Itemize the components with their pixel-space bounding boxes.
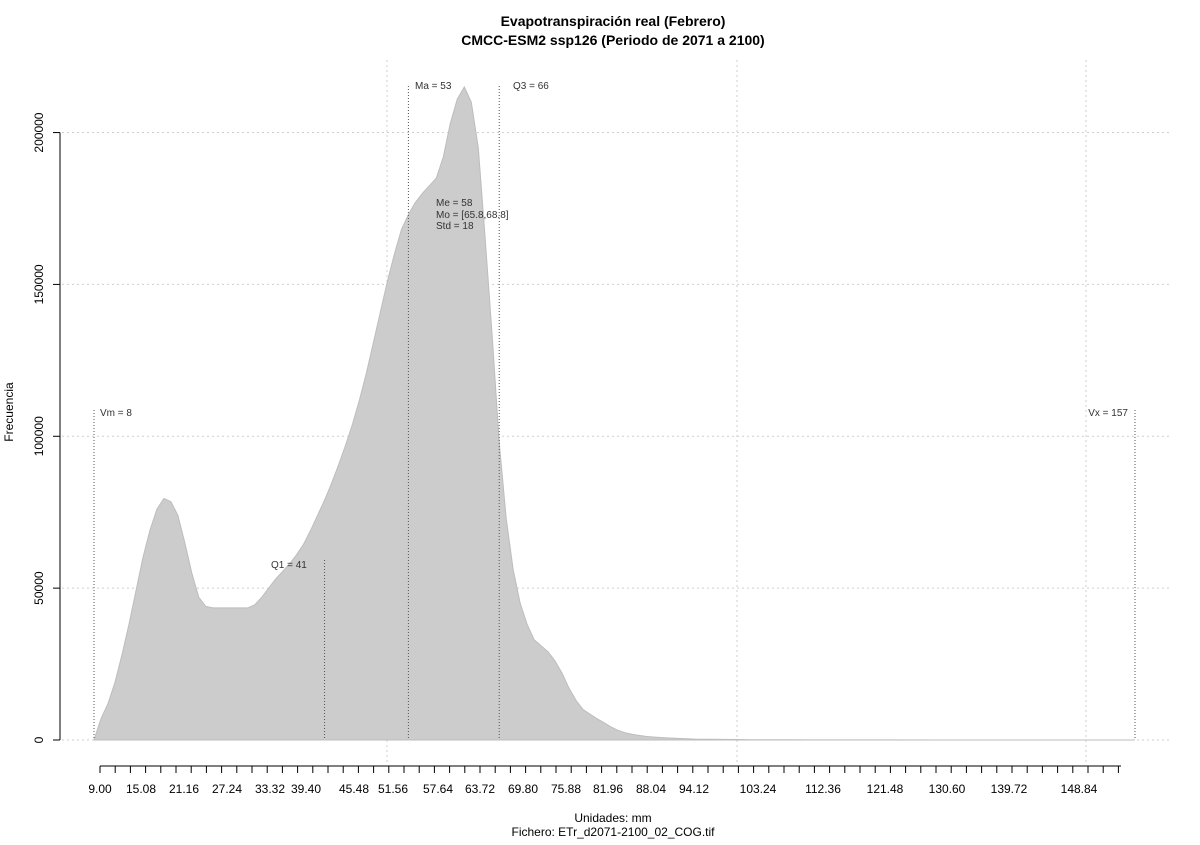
x-tick-label: 130.60 [929, 782, 966, 796]
x-tick-label: 9.00 [88, 782, 112, 796]
x-tick-label: 75.88 [551, 782, 581, 796]
x-tick-label: 94.12 [679, 782, 709, 796]
y-tick-label: 200000 [32, 112, 46, 152]
annotation-vx: Vx = 157 [1088, 408, 1128, 419]
annotation-vm: Vm = 8 [100, 408, 132, 419]
annotation-me: Me = 58 [436, 198, 473, 209]
x-tick-label: 45.48 [339, 782, 369, 796]
x-tick-label: 139.72 [991, 782, 1028, 796]
y-tick-label: 100000 [32, 416, 46, 456]
x-tick-label: 148.84 [1061, 782, 1098, 796]
file-caption: Fichero: ETr_d2071-2100_02_COG.tif [512, 825, 716, 839]
x-tick-label: 63.72 [465, 782, 495, 796]
chart-title: Evapotranspiración real (Febrero) [501, 13, 726, 29]
x-tick-label: 27.24 [212, 782, 242, 796]
x-tick-label: 81.96 [593, 782, 623, 796]
chart-subtitle: CMCC-ESM2 ssp126 (Periodo de 2071 a 2100… [461, 32, 764, 48]
x-tick-label: 39.40 [291, 782, 321, 796]
x-tick-label: 51.56 [378, 782, 408, 796]
annotation-q3: Q3 = 66 [513, 81, 549, 92]
x-tick-label: 121.48 [867, 782, 904, 796]
x-tick-label: 69.80 [508, 782, 538, 796]
x-tick-label: 21.16 [169, 782, 199, 796]
x-tick-label: 103.24 [740, 782, 777, 796]
marker-layer [93, 86, 1136, 740]
x-tick-label: 33.32 [255, 782, 285, 796]
y-axis-label: Frecuencia [2, 382, 16, 442]
x-axis-label: Unidades: mm [574, 811, 651, 825]
x-tick-label: 57.64 [423, 782, 453, 796]
y-tick-label: 50000 [32, 571, 46, 605]
density-area [93, 85, 1135, 741]
x-tick-label: 88.04 [636, 782, 666, 796]
y-tick-label: 150000 [32, 264, 46, 304]
x-tick-label: 15.08 [126, 782, 156, 796]
annotation-mo: Mo = [65.8,68.8] [436, 210, 509, 221]
annotation-ma: Ma = 53 [415, 81, 452, 92]
y-tick-label: 0 [32, 736, 46, 743]
annotation-std: Std = 18 [436, 221, 474, 232]
x-tick-label: 112.36 [805, 782, 841, 796]
annotation-q1: Q1 = 41 [271, 560, 307, 571]
axes-layer: 0 50000 100000 150000 200000 9.00 15.08 21.16 27… [32, 112, 1121, 796]
